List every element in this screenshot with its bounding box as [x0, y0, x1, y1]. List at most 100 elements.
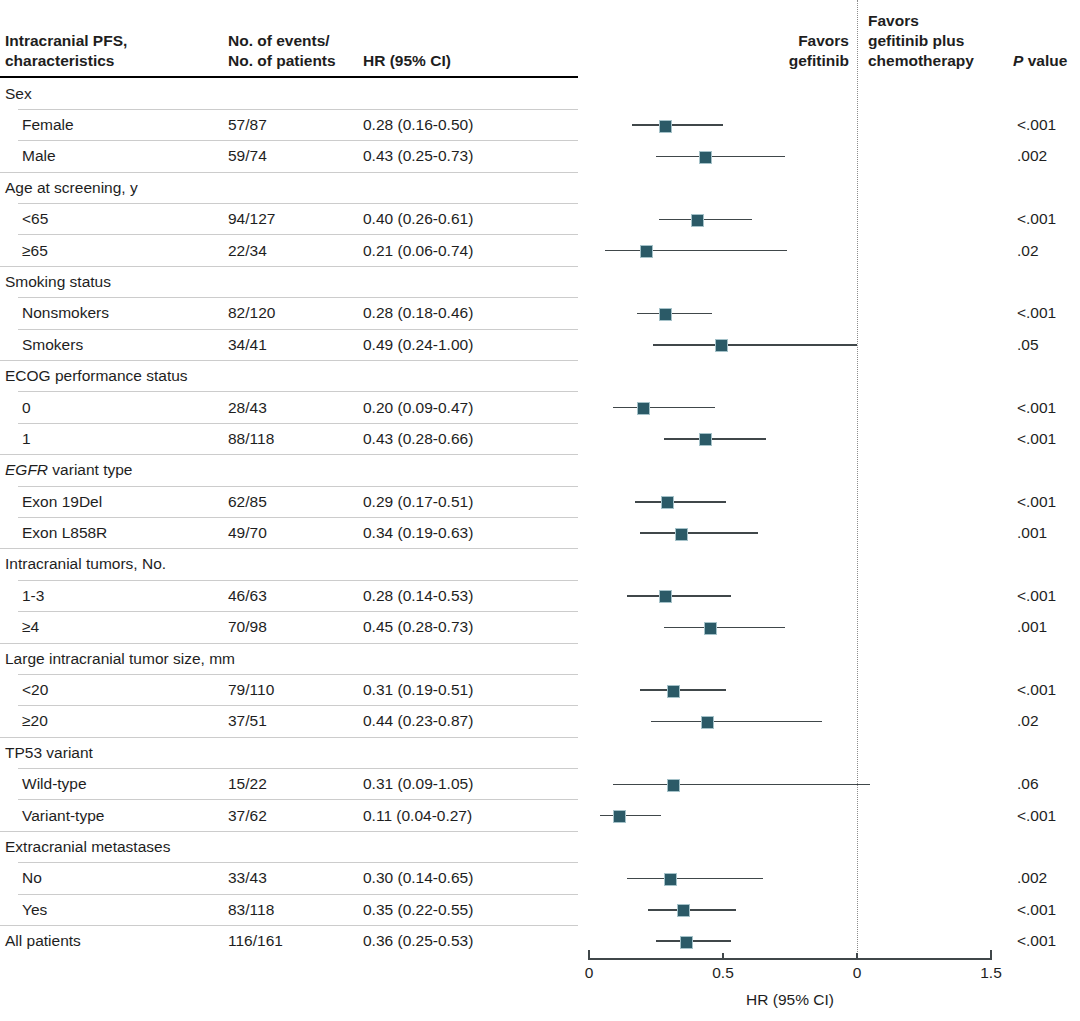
ci-plot-cell [589, 517, 991, 548]
events-patients-value: 37/51 [228, 711, 363, 731]
hr-point-marker [680, 936, 693, 949]
ci-plot-cell [589, 612, 991, 643]
events-patients-value: 28/43 [228, 398, 363, 418]
ci-line [613, 784, 870, 786]
header-hr-ci: HR (95% CI) [363, 51, 451, 71]
p-rest: value [1023, 52, 1067, 69]
events-patients-value: 88/118 [228, 429, 363, 449]
data-row: Male59/740.43 (0.25-0.73).002 [0, 141, 1080, 172]
p-value: .002 [991, 146, 1080, 166]
row-separator [0, 643, 578, 644]
hr-point-marker [659, 308, 672, 321]
p-value: <.001 [991, 931, 1080, 951]
row-label: TP53 variant [0, 743, 228, 763]
group-row: Smoking status [0, 266, 1080, 297]
p-value: .02 [991, 711, 1080, 731]
x-axis: HR (95% CI) 00.501.5 [589, 950, 991, 1020]
ci-plot-cell [589, 580, 991, 611]
row-label: Smokers [0, 335, 228, 355]
row-separator [18, 862, 578, 863]
row-separator [18, 705, 578, 706]
hr-point-marker [659, 590, 672, 603]
row-label: No [0, 868, 228, 888]
p-value: <.001 [991, 900, 1080, 920]
x-axis-title: HR (95% CI) [746, 990, 834, 1010]
row-separator [0, 360, 578, 361]
hr-ci-text: 0.44 (0.23-0.87) [363, 711, 589, 731]
row-separator [18, 423, 578, 424]
hr-point-marker [659, 120, 672, 133]
hr-ci-text: 0.43 (0.28-0.66) [363, 429, 589, 449]
p-italic: P [1013, 52, 1023, 69]
hr-ci-text: 0.34 (0.19-0.63) [363, 523, 589, 543]
ci-plot-cell [589, 423, 991, 454]
row-label: 1 [0, 429, 228, 449]
header-events-patients: No. of events/ No. of patients [228, 31, 336, 71]
p-value: <.001 [991, 586, 1080, 606]
ci-line [648, 909, 736, 911]
ci-line [627, 595, 732, 597]
row-label: Male [0, 146, 228, 166]
ci-line [613, 407, 715, 409]
row-separator [18, 203, 578, 204]
ci-plot-cell [589, 329, 991, 360]
hr-point-marker [661, 496, 674, 509]
ci-plot-cell [589, 298, 991, 329]
row-separator [18, 611, 578, 612]
events-patients-value: 70/98 [228, 617, 363, 637]
row-label: All patients [0, 931, 228, 951]
events-patients-value: 34/41 [228, 335, 363, 355]
events-patients-value: 82/120 [228, 303, 363, 323]
row-separator [18, 580, 578, 581]
hr-point-marker [677, 904, 690, 917]
hr-ci-text: 0.30 (0.14-0.65) [363, 868, 589, 888]
row-separator [18, 329, 578, 330]
row-label: <65 [0, 209, 228, 229]
hr-ci-text: 0.40 (0.26-0.61) [363, 209, 589, 229]
ci-line [640, 532, 758, 534]
data-row: Exon L858R49/700.34 (0.19-0.63).001 [0, 517, 1080, 548]
ci-plot-cell [589, 800, 991, 831]
ci-line [651, 721, 823, 723]
row-label: EGFR variant type [0, 460, 228, 480]
gene-name-italic: EGFR [5, 461, 48, 478]
hr-point-marker [675, 528, 688, 541]
hr-point-marker [715, 339, 728, 352]
data-row: Female57/870.28 (0.16-0.50)<.001 [0, 109, 1080, 140]
hr-ci-text: 0.11 (0.04-0.27) [363, 806, 589, 826]
row-separator [0, 737, 578, 738]
hr-point-marker [613, 810, 626, 823]
p-value: .05 [991, 335, 1080, 355]
row-separator [0, 454, 578, 455]
forest-plot-figure: Intracranial PFS, characteristics No. of… [0, 0, 1080, 1021]
ci-line [600, 815, 662, 817]
group-row: ECOG performance status [0, 361, 1080, 392]
ci-line [664, 627, 785, 629]
data-row: Yes83/1180.35 (0.22-0.55)<.001 [0, 894, 1080, 925]
events-patients-value: 15/22 [228, 774, 363, 794]
hr-ci-text: 0.45 (0.28-0.73) [363, 617, 589, 637]
x-axis-tick [588, 950, 590, 960]
p-value: <.001 [991, 115, 1080, 135]
data-row: 188/1180.43 (0.28-0.66) <.001 [0, 423, 1080, 454]
row-label: Smoking status [0, 272, 228, 292]
row-separator [18, 768, 578, 769]
row-separator [0, 548, 578, 549]
p-value: <.001 [991, 303, 1080, 323]
group-row: Sex [0, 78, 1080, 109]
ci-line [605, 250, 787, 252]
hr-ci-text: 0.28 (0.16-0.50) [363, 115, 589, 135]
group-row: Extracranial metastases [0, 831, 1080, 862]
row-label: ≥20 [0, 711, 228, 731]
row-label: Sex [0, 84, 228, 104]
row-label: Age at screening, y [0, 178, 228, 198]
data-row: <6594/1270.40 (0.26-0.61)<.001 [0, 204, 1080, 235]
p-value: <.001 [991, 429, 1080, 449]
row-separator [0, 925, 578, 926]
p-value: <.001 [991, 680, 1080, 700]
x-axis-tick-label: 0.5 [712, 963, 734, 983]
x-axis-tick [722, 953, 724, 960]
hr-point-marker [699, 151, 712, 164]
ci-line [635, 501, 726, 503]
row-label: Extracranial metastases [0, 837, 228, 857]
